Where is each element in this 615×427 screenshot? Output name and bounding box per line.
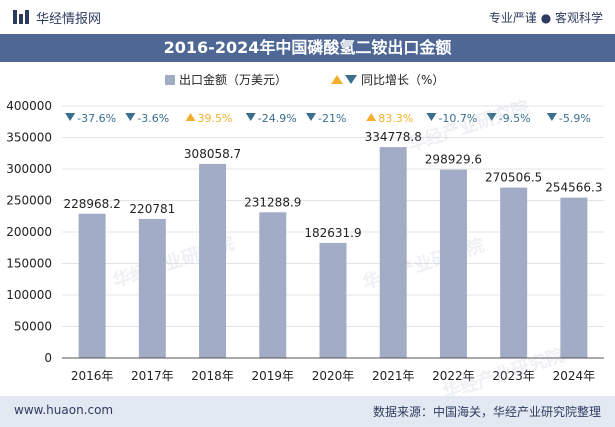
- down-triangle-icon: [426, 113, 437, 121]
- growth-label: -9.5%: [499, 112, 531, 125]
- logo-icon: [13, 10, 29, 24]
- down-triangle-icon: [125, 113, 136, 121]
- down-triangle-icon: [245, 113, 256, 121]
- growth-label: -37.6%: [77, 112, 116, 125]
- y-tick-label: 0: [44, 351, 52, 365]
- x-axis: 2016年 2017年 2018年 2019年 2020年 2021年 2022年 2023年…: [71, 369, 595, 383]
- bar-value-label: 228968.2: [63, 197, 120, 211]
- bar-value-label: 334778.8: [365, 130, 422, 144]
- bar-value-label: 298929.6: [425, 153, 482, 167]
- slogan: 专业严谨 ● 客观科学: [488, 11, 603, 25]
- growth-labels: -37.6% -3.6% 39.5% -24.9% -21% 83.3% -10.7% -9.…: [65, 112, 591, 125]
- growth-label: 83.3%: [378, 112, 413, 125]
- bar-value-label: 270506.5: [485, 171, 542, 185]
- down-triangle-icon: [546, 113, 557, 121]
- bar-chart: 0 50000 100000 150000 200000 250000 300000 3500…: [6, 72, 604, 383]
- growth-label: -10.7%: [438, 112, 477, 125]
- x-tick-label: 2019年: [252, 369, 295, 383]
- x-tick-label: 2020年: [312, 369, 355, 383]
- x-tick-label: 2022年: [432, 369, 475, 383]
- data-source: 数据来源：中国海关，华经产业研究院整理: [372, 405, 601, 419]
- bar: [138, 218, 166, 358]
- bars: [78, 147, 588, 358]
- bar-value-label: 254566.3: [545, 181, 602, 195]
- up-triangle-icon: [185, 113, 196, 121]
- bar: [259, 212, 287, 358]
- growth-label: -21%: [318, 112, 346, 125]
- x-tick-label: 2024年: [553, 369, 596, 383]
- bar: [439, 169, 467, 358]
- y-tick-label: 350000: [6, 131, 52, 145]
- y-tick-label: 50000: [14, 320, 52, 334]
- top-bar: 华经情报网 专业严谨 ● 客观科学: [0, 0, 615, 34]
- growth-label: -5.9%: [559, 112, 591, 125]
- title-bar: 2016-2024年中国磷酸氢二铵出口金额: [0, 34, 615, 62]
- y-axis: 0 50000 100000 150000 200000 250000 300000 3500…: [6, 99, 604, 365]
- x-tick-label: 2018年: [191, 369, 234, 383]
- bar-value-label: 182631.9: [304, 226, 361, 240]
- bar: [379, 147, 407, 358]
- bar: [78, 213, 106, 358]
- legend-swatch-amount: [165, 75, 175, 85]
- legend-up-triangle-icon: [331, 75, 343, 84]
- bar: [199, 163, 227, 358]
- value-labels: 228968.2 220781 308058.7 231288.9 182631.9 33…: [63, 130, 602, 240]
- down-triangle-icon: [486, 113, 497, 121]
- bar-value-label: 220781: [129, 202, 175, 216]
- x-tick-label: 2021年: [372, 369, 415, 383]
- growth-label: 39.5%: [198, 112, 233, 125]
- footer-bar: www.huaon.com 数据来源：中国海关，华经产业研究院整理: [0, 396, 615, 427]
- legend: 出口金额（万美元） 同比增长（%）: [165, 72, 444, 87]
- up-triangle-icon: [366, 113, 377, 121]
- growth-label: -3.6%: [137, 112, 169, 125]
- y-tick-label: 150000: [6, 257, 52, 271]
- bar: [560, 197, 588, 358]
- down-triangle-icon: [306, 113, 316, 121]
- bar: [500, 187, 528, 358]
- y-tick-label: 250000: [6, 194, 52, 208]
- x-tick-label: 2023年: [492, 369, 535, 383]
- y-tick-label: 400000: [6, 99, 52, 113]
- legend-label-growth: 同比增长（%）: [361, 73, 444, 87]
- bar: [319, 242, 347, 358]
- x-tick-label: 2016年: [71, 369, 114, 383]
- bar-value-label: 231288.9: [244, 195, 301, 209]
- legend-down-triangle-icon: [345, 75, 357, 84]
- y-tick-label: 300000: [6, 162, 52, 176]
- legend-label-amount: 出口金额（万美元）: [179, 72, 287, 87]
- x-tick-label: 2017年: [131, 369, 174, 383]
- website-link[interactable]: www.huaon.com: [14, 403, 114, 417]
- brand-name: 华经情报网: [36, 12, 102, 27]
- y-tick-label: 100000: [6, 288, 52, 302]
- bar-value-label: 308058.7: [184, 147, 241, 161]
- growth-label: -24.9%: [258, 112, 297, 125]
- y-tick-label: 200000: [6, 225, 52, 239]
- down-triangle-icon: [65, 113, 76, 121]
- chart-title: 2016-2024年中国磷酸氢二铵出口金额: [163, 38, 452, 57]
